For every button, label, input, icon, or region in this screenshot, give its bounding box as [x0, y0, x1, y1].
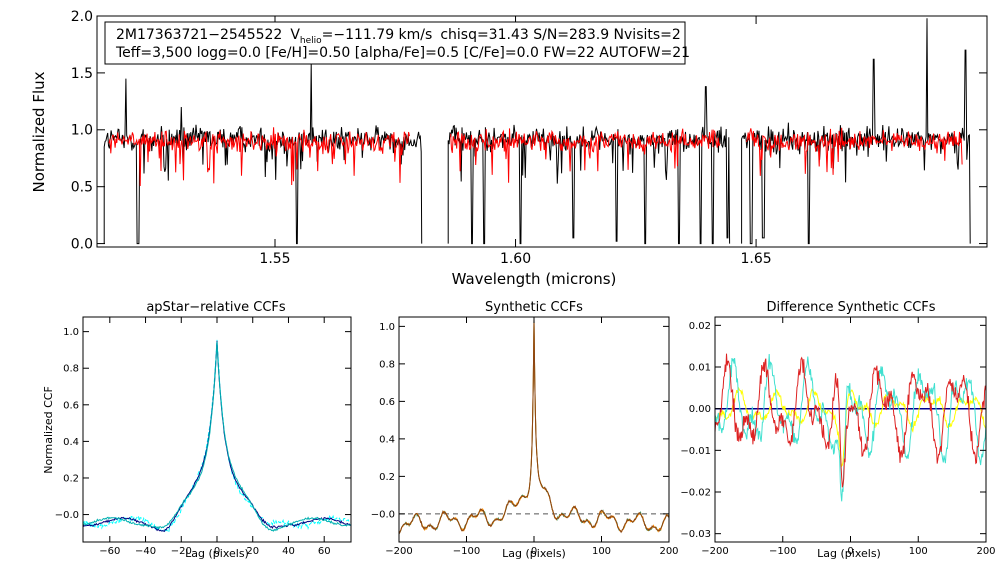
y-tick-label: 0.6 [63, 400, 79, 411]
x-tick-label: −20 [171, 546, 192, 557]
x-tick-label: 0 [531, 546, 537, 557]
apstar-ccf-title: apStar−relative CCFs [146, 300, 286, 315]
info-box-frame [104, 21, 686, 65]
x-tick-label: 200 [976, 546, 995, 557]
y-tick-label: 1.0 [379, 322, 395, 333]
difference-ccf-xlabel: Lag (pixels) [817, 547, 881, 560]
difference-ccf-panel: Difference Synthetic CCFs −200 −100 0 100 20… [680, 300, 995, 560]
x-tick-label: −60 [99, 546, 120, 557]
y-tick-label: 0.02 [689, 321, 711, 332]
apstar-ccf-ylabel: Normalized CCF [42, 386, 55, 474]
info-star-id: 2M17363721−2545522 [116, 27, 282, 43]
y-tick-label: −0.0 [371, 509, 395, 520]
y-tick-label: −0.01 [680, 446, 711, 457]
x-tick-label: 20 [246, 546, 259, 557]
x-tick-label: 200 [659, 546, 678, 557]
y-tick-label: 0.4 [63, 437, 79, 448]
apstar-ccf-panel: apStar−relative CCFs −60 −40 −20 0 20 40 60 −0.… [42, 300, 352, 560]
apstar-ccf-curve [82, 339, 352, 533]
spectrum-model-line [108, 127, 410, 187]
y-tick-label: 1.0 [63, 327, 79, 338]
info-v-subscript: helio [300, 36, 322, 46]
apstar-ccf-xlabel: Lag (pixels) [185, 547, 249, 560]
info-stats: chisq=31.43 S/N=283.9 Nvisits=2 [440, 27, 681, 43]
y-tick-label: 1.0 [71, 123, 93, 139]
y-tick-label: −0.03 [680, 529, 711, 540]
spectrum-observed-line [447, 86, 731, 245]
x-tick-label: 100 [592, 546, 611, 557]
info-vhelio: =−111.79 km/s [322, 27, 433, 43]
spectrum-xlabel: Wavelength (microns) [452, 270, 617, 288]
synthetic-ccf-title: Synthetic CCFs [485, 300, 583, 315]
x-tick-label: −100 [453, 546, 480, 557]
y-tick-label: 0.8 [379, 359, 395, 370]
y-tick-label: 2.0 [71, 9, 93, 25]
synthetic-ccf-curve [398, 318, 670, 534]
spectrum-model-line [746, 127, 963, 176]
spectrum-model-line [450, 128, 721, 183]
y-tick-label: 0.4 [379, 434, 395, 445]
y-tick-label: 0.2 [63, 473, 79, 484]
synthetic-ccf-xlabel: Lag (pixels) [502, 547, 566, 560]
y-tick-label: 0.5 [71, 180, 93, 196]
x-tick-label: 1.60 [500, 251, 531, 267]
x-tick-label: −200 [385, 546, 412, 557]
x-tick-label: 60 [318, 546, 331, 557]
synthetic-ccf-panel: Synthetic CCFs −200 −100 0 100 200 −0.0 0.2 0.4… [371, 300, 679, 560]
apstar-ccf-curve [82, 341, 352, 532]
y-tick-label: −0.02 [680, 488, 711, 499]
spectrum-observed-line [103, 63, 423, 245]
difference-ccf-curve [715, 353, 986, 488]
info-v-symbol: V [290, 27, 300, 43]
info-line-1: 2M17363721−2545522 Vhelio=−111.79 km/s chi… [116, 27, 681, 46]
y-tick-label: 0.6 [379, 397, 395, 408]
spectrum-observed-line [741, 18, 971, 245]
x-tick-label: −100 [769, 546, 796, 557]
x-tick-label: 0 [847, 546, 853, 557]
y-tick-label: 0.01 [689, 363, 711, 374]
x-tick-label: −40 [135, 546, 156, 557]
x-tick-label: 0 [214, 546, 220, 557]
spectrum-ylabel: Normalized Flux [30, 71, 48, 192]
y-tick-label: 0.2 [379, 472, 395, 483]
y-tick-label: 0.8 [63, 364, 79, 375]
difference-ccf-title: Difference Synthetic CCFs [766, 300, 935, 315]
x-tick-label: −200 [701, 546, 728, 557]
y-tick-label: −0.0 [55, 510, 79, 521]
x-tick-label: 1.65 [740, 251, 771, 267]
y-tick-label: 0.0 [71, 236, 93, 252]
x-tick-label: 1.55 [259, 251, 290, 267]
spectrum-info-box: 2M17363721−2545522 Vhelio=−111.79 km/s chi… [104, 21, 690, 65]
x-tick-label: 100 [909, 546, 928, 557]
spectrum-plot-frame [96, 15, 988, 248]
info-line-2: Teff=3,500 logg=0.0 [Fe/H]=0.50 [alpha/F… [115, 45, 690, 61]
apstar-ccf-curve [82, 340, 352, 533]
spectrum-panel: 1.55 1.60 1.65 0.0 0.5 1.0 1.5 2.0 Normalized F… [30, 9, 988, 288]
x-tick-label: 40 [282, 546, 295, 557]
y-tick-label: 1.5 [71, 66, 93, 82]
y-tick-label: 0.00 [689, 404, 711, 415]
